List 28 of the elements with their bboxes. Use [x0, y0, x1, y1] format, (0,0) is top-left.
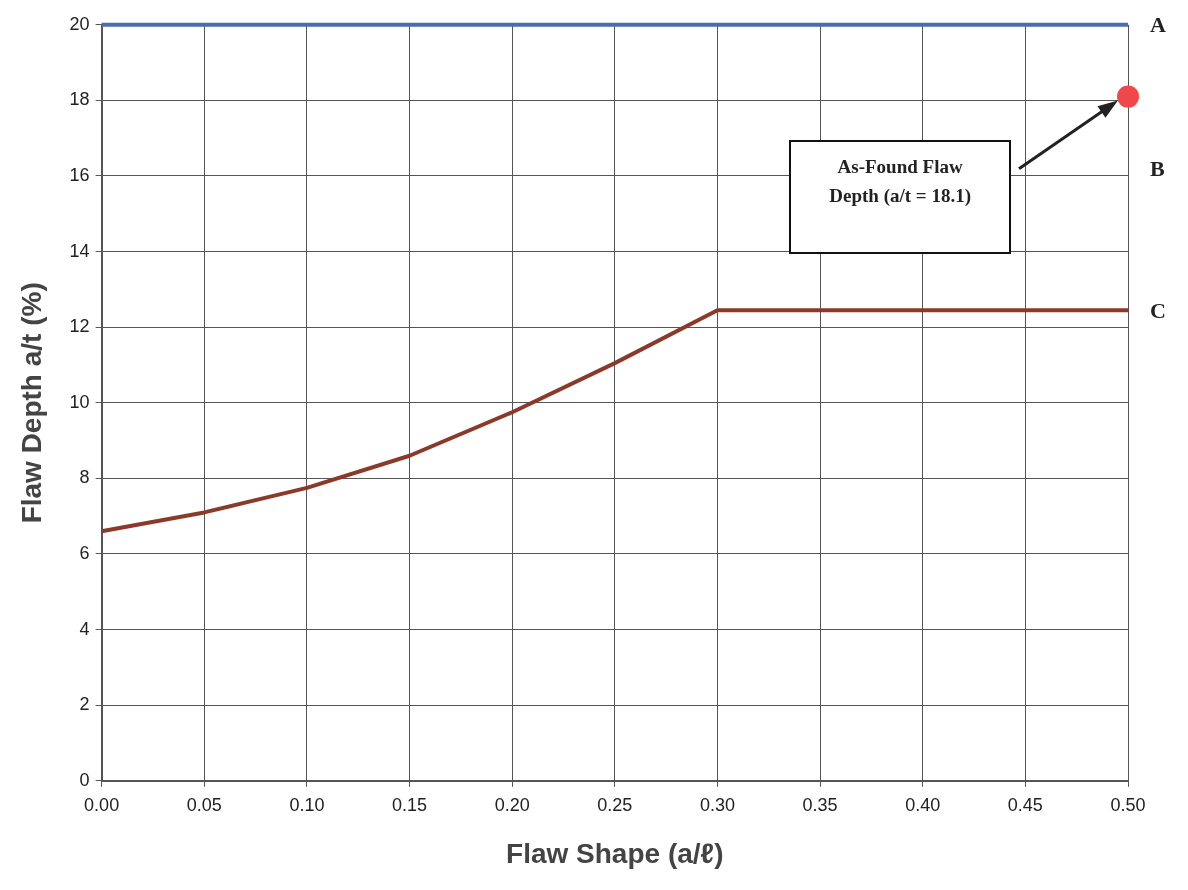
y-tick-label: 0: [79, 769, 90, 790]
text: B: [1150, 156, 1165, 182]
y-tick-label: 8: [79, 467, 90, 488]
y-tick-label: 2: [79, 694, 90, 715]
y-tick-label: 12: [69, 316, 90, 337]
x-tick-label: 0.00: [84, 794, 120, 815]
x-tick-label: 0.15: [392, 794, 428, 815]
series-label: C: [1150, 297, 1166, 323]
x-tick-label: 0.30: [699, 794, 735, 815]
x-axis-title: Flaw Shape (a/ℓ): [506, 837, 724, 869]
y-tick-label: 6: [79, 542, 90, 563]
x-tick-label: 0.25: [597, 794, 633, 815]
y-tick-label: 14: [69, 240, 90, 261]
y-tick-label: 10: [69, 391, 90, 412]
x-tick-label: 0.05: [186, 794, 222, 815]
y-tick-label: 16: [69, 164, 90, 185]
x-tick-label: 0.35: [802, 794, 838, 815]
y-tick-label: 18: [69, 89, 90, 110]
series-label: A: [1150, 12, 1166, 38]
x-tick-label: 0.40: [905, 794, 941, 815]
x-tick-label: 0.10: [289, 794, 325, 815]
y-tick-label: 4: [79, 618, 90, 639]
y-axis-title: Flaw Depth a/t (%): [15, 282, 47, 524]
x-tick-label: 0.45: [1007, 794, 1043, 815]
x-tick-label: 0.20: [494, 794, 530, 815]
x-tick-label: 0.50: [1110, 794, 1146, 815]
y-tick-label: 20: [69, 13, 90, 34]
annotation: As-Found Flaw Depth (a/t = 18.1): [828, 155, 972, 209]
